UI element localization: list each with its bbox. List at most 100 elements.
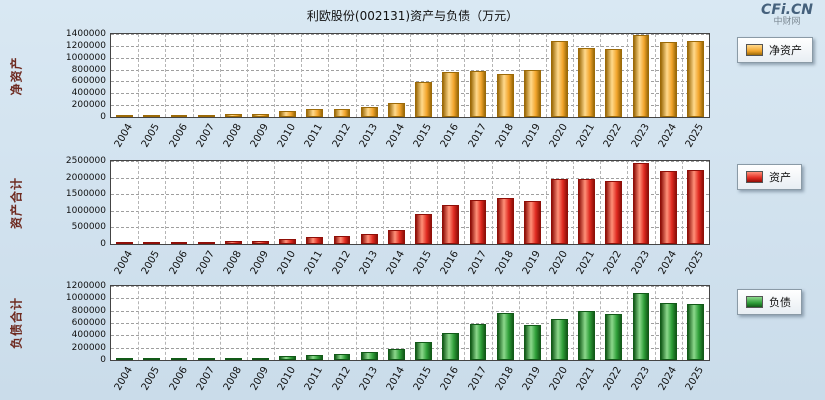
bar-2013 [360, 107, 378, 117]
gridline-v [437, 286, 439, 360]
x-tick-label: 2023 [629, 249, 652, 277]
gridline-v [654, 161, 656, 244]
x-tick-label: 2006 [167, 122, 190, 150]
x-tick-label: 2023 [629, 365, 652, 393]
plot-area [110, 285, 710, 361]
x-tick-label: 2022 [602, 365, 625, 393]
x-tick-label: 2015 [411, 365, 435, 393]
x-tick-label: 2024 [656, 249, 679, 277]
y-tick-label: 200000 [71, 342, 106, 353]
bar-2007 [197, 358, 215, 360]
bar-2010 [279, 356, 297, 360]
x-tick-label: 2022 [602, 122, 625, 150]
gridline-v [246, 161, 248, 244]
y-tick-label: 800000 [71, 64, 106, 75]
cfi-logo-subtext: 中财网 [773, 17, 801, 28]
gridline-v [355, 34, 357, 117]
x-tick-label: 2018 [493, 249, 516, 277]
x-tick-label: 2016 [439, 249, 462, 277]
bar-2023 [632, 34, 650, 117]
chart-net-assets: 净资产 0 200000 400000 600000 800000 1000000 1200… [0, 29, 825, 153]
bar-2012 [333, 108, 351, 117]
bar-2025 [686, 169, 704, 244]
x-tick-label: 2018 [493, 365, 516, 393]
y-tick-label: 200000 [71, 100, 106, 111]
chart-title: 利欧股份(002131)资产与负债（万元） [306, 9, 519, 23]
gridline-v [545, 161, 547, 244]
gridline-v [545, 34, 547, 117]
gridline-v [355, 161, 357, 244]
bar-2015 [415, 341, 432, 360]
bar-2005 [143, 115, 161, 117]
x-tick-label: 2013 [357, 122, 380, 150]
bar-2018 [496, 312, 514, 360]
y-tick-label: 1400000 [65, 29, 106, 39]
bar-2005 [143, 242, 161, 244]
gridline-v [355, 286, 357, 360]
x-tick-label: 2018 [493, 122, 516, 150]
gridline-v [138, 286, 140, 360]
x-tick-label: 2014 [384, 249, 407, 277]
x-tick-labels: 2004 2005 2006 2007 2008 2009 2010 2011 2012 2013… [110, 119, 710, 153]
bar-2019 [523, 200, 541, 244]
x-tick-label: 2017 [466, 122, 489, 150]
y-tick-label: 1500000 [65, 189, 106, 200]
gridline-v [219, 161, 221, 244]
plot-area [110, 160, 710, 245]
gridline-v [328, 161, 330, 244]
x-tick-label: 2019 [520, 365, 543, 393]
bar-2025 [686, 303, 704, 360]
x-tick-label: 2020 [547, 249, 571, 277]
y-tick-label: 0 [100, 112, 106, 122]
x-tick-label: 2023 [629, 122, 652, 150]
gridline-v [600, 286, 602, 360]
y-tick-label: 2500000 [65, 156, 106, 166]
bar-2012 [333, 354, 351, 360]
gridline-v [573, 286, 575, 360]
x-tick-label: 2004 [112, 122, 136, 150]
y-axis-title: 资产合计 [9, 176, 24, 230]
bar-2005 [143, 358, 161, 360]
gridline-v [219, 34, 221, 117]
x-tick-label: 2014 [384, 365, 407, 393]
gridline-v [600, 34, 602, 117]
x-tick-label: 2013 [357, 365, 380, 393]
x-tick-label: 2007 [194, 122, 217, 150]
gridline-v [138, 34, 140, 117]
gridline-v [328, 286, 330, 360]
bar-2014 [387, 103, 405, 117]
gridline-v [600, 161, 602, 244]
x-tick-labels: 2004 2005 2006 2007 2008 2009 2010 2011 2012 2013… [110, 246, 710, 280]
gridline-v [437, 161, 439, 244]
gridline-v [491, 286, 493, 360]
bar-2017 [469, 199, 487, 244]
x-tick-label: 2009 [248, 249, 272, 277]
gridline-v [138, 161, 140, 244]
legend: 资产 [737, 164, 802, 190]
x-tick-label: 2011 [303, 122, 326, 150]
bar-2009 [252, 114, 269, 117]
y-tick-labels: 0 200000 400000 600000 800000 1000000 1200000 [50, 281, 106, 365]
bar-2016 [442, 71, 460, 117]
x-tick-label: 2012 [330, 122, 353, 150]
plot-area [110, 33, 710, 118]
gridline-v [165, 161, 167, 244]
bar-2006 [170, 358, 188, 360]
gridline-v [301, 286, 303, 360]
x-tick-label: 2008 [221, 249, 244, 277]
gridline-v [573, 161, 575, 244]
gridline-v [301, 161, 303, 244]
cfi-logo-text: CFi.CN [761, 2, 813, 18]
y-tick-label: 0 [100, 355, 106, 365]
chart-total-liabilities: 负债合计 0 200000 400000 600000 800000 1000000 120… [0, 281, 825, 397]
x-tick-label: 2004 [112, 249, 136, 277]
x-tick-label: 2016 [439, 122, 462, 150]
x-tick-label: 2005 [140, 365, 163, 393]
cfi-logo: CFi.CN 中财网 [761, 2, 813, 28]
bar-2013 [360, 352, 378, 360]
gridline-v [681, 34, 683, 117]
bar-2018 [496, 73, 514, 117]
bar-2006 [170, 115, 188, 117]
x-tick-label: 2011 [303, 365, 326, 393]
gridline-v [681, 286, 683, 360]
